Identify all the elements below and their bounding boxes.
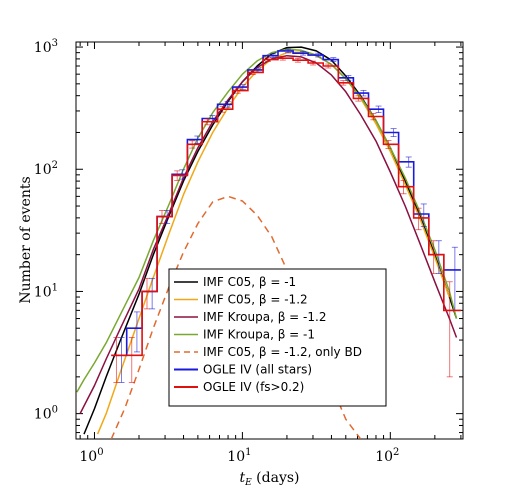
axis-ticks [76, 42, 463, 439]
legend: IMF C05, β = -1 IMF C05, β = -1.2 IMF Krou… [168, 268, 387, 407]
legend-items: IMF C05, β = -1 IMF C05, β = -1.2 IMF Krou… [174, 275, 362, 394]
y-tick-label: 103 [34, 38, 58, 56]
y-axis-label: Number of events [18, 176, 34, 303]
plot-frame [75, 41, 464, 440]
series-layer [76, 46, 461, 439]
x-tick-label: 102 [375, 447, 399, 465]
legend-entry-2: IMF Kroupa, β = -1.2 [203, 310, 326, 324]
legend-entry-4: IMF C05, β = -1.2, only BD [203, 345, 362, 359]
y-tick-label: 100 [34, 405, 58, 423]
x-tick-label: 100 [79, 447, 103, 465]
legend-entry-0: IMF C05, β = -1 [203, 275, 296, 289]
y-tick-label: 101 [34, 282, 58, 300]
legend-entry-5: OGLE IV (all stars) [203, 363, 312, 377]
x-tick-label: 101 [227, 447, 251, 465]
series-line-3 [76, 48, 458, 393]
tick-labels: 100 101 102 100 101 102 103 [34, 38, 400, 465]
legend-entry-1: IMF C05, β = -1.2 [203, 293, 308, 307]
x-axis-label: tE (days) [240, 470, 300, 488]
histogram-6 [111, 56, 461, 383]
legend-box [168, 268, 387, 407]
legend-entry-3: IMF Kroupa, β = -1 [203, 328, 315, 342]
y-tick-label: 102 [34, 160, 58, 178]
legend-entry-6: OGLE IV (fs>0.2) [203, 380, 304, 394]
